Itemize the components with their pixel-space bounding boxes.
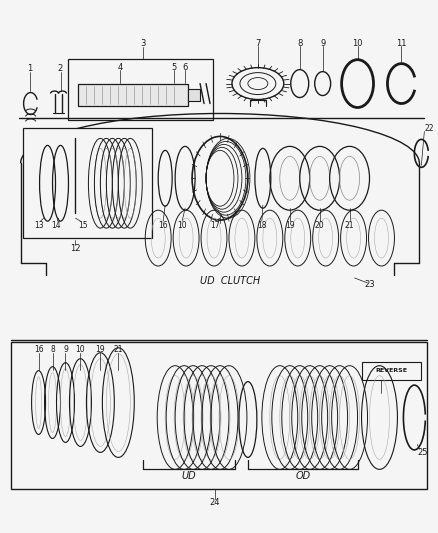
Text: OD: OD [295, 471, 310, 481]
Text: 6: 6 [182, 63, 188, 72]
Text: 16: 16 [159, 221, 168, 230]
Text: 10: 10 [76, 345, 85, 354]
Text: 18: 18 [257, 221, 267, 230]
Text: 21: 21 [345, 221, 354, 230]
Bar [361, 362, 421, 379]
Text: 8: 8 [297, 39, 302, 48]
Text: 9: 9 [63, 345, 68, 354]
Bar [11, 342, 427, 489]
Text: 5: 5 [172, 63, 177, 72]
Text: 15: 15 [78, 221, 88, 230]
Text: 16: 16 [34, 345, 43, 354]
Bar [68, 59, 213, 120]
Text: 8: 8 [50, 345, 55, 354]
Text: 17: 17 [210, 221, 220, 230]
Text: 24: 24 [210, 498, 220, 507]
Text: UD  CLUTCH: UD CLUTCH [200, 276, 260, 286]
Text: 13: 13 [34, 221, 43, 230]
Text: 3: 3 [141, 39, 146, 48]
Text: 14: 14 [51, 221, 60, 230]
Text: UD: UD [182, 471, 196, 481]
Text: 19: 19 [95, 345, 105, 354]
Text: 10: 10 [352, 39, 363, 48]
Text: 22: 22 [424, 124, 434, 133]
Text: 4: 4 [118, 63, 123, 72]
Text: 1: 1 [27, 64, 32, 73]
Text: 7: 7 [255, 39, 261, 48]
Text: 2: 2 [58, 64, 63, 73]
Text: 19: 19 [285, 221, 295, 230]
Text: 25: 25 [417, 448, 427, 457]
Text: 23: 23 [364, 280, 375, 289]
Text: 9: 9 [320, 39, 325, 48]
Bar [23, 128, 152, 238]
Text: 20: 20 [315, 221, 325, 230]
Text: 12: 12 [70, 244, 81, 253]
Bar [188, 88, 200, 101]
Bar [78, 84, 188, 106]
Text: 21: 21 [113, 345, 123, 354]
Text: 10: 10 [177, 221, 187, 230]
Text: REVERSE: REVERSE [375, 368, 407, 373]
Text: 11: 11 [396, 39, 406, 48]
